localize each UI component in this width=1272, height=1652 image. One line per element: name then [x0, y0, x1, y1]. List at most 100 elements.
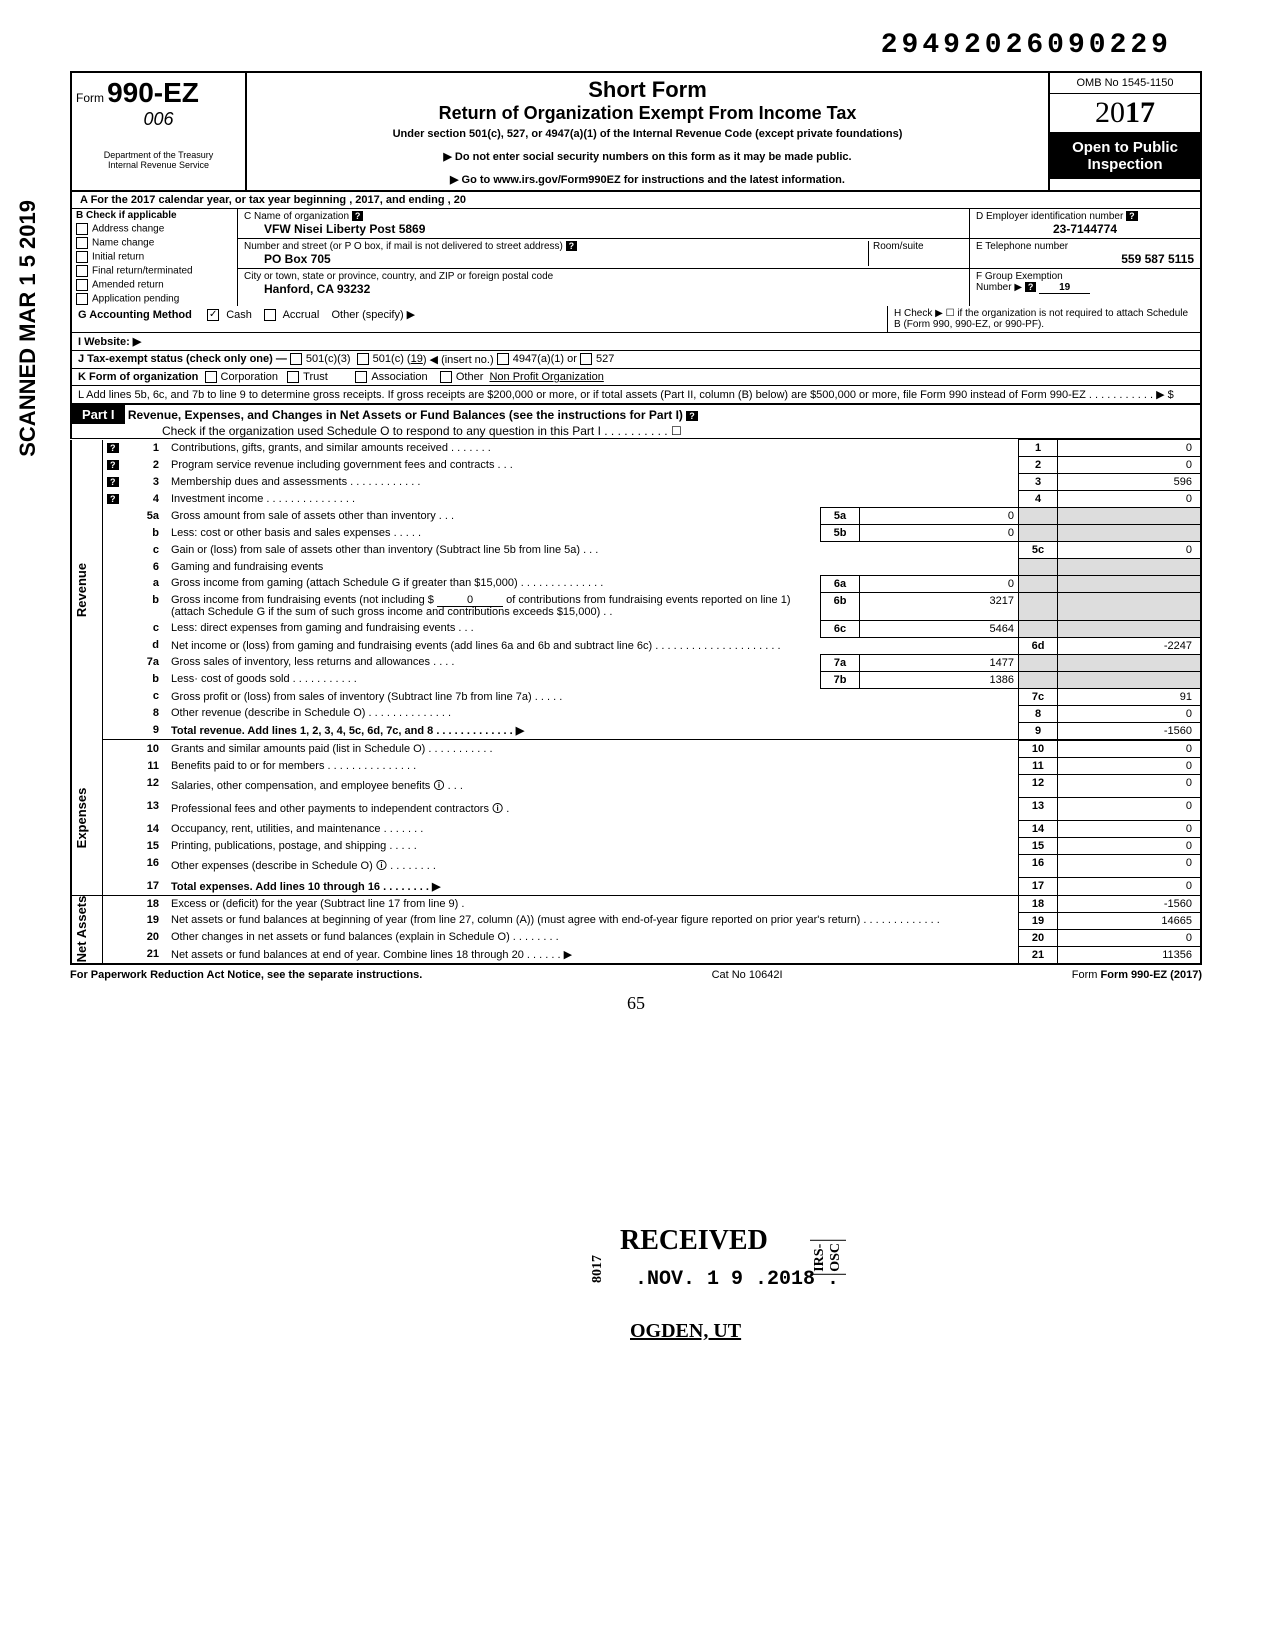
- section-k-label: K Form of organization: [78, 371, 198, 383]
- line-desc: Gross sales of inventory, less returns a…: [167, 654, 821, 671]
- line-num: 10: [125, 741, 167, 758]
- line-box-num: 19: [1019, 912, 1058, 929]
- checkbox-cash[interactable]: [207, 309, 219, 321]
- line-box-num: 6d: [1019, 637, 1058, 654]
- line-value: 0: [1058, 705, 1202, 722]
- line-box-num: 20: [1019, 929, 1058, 946]
- line-desc: Salaries, other compensation, and employ…: [167, 775, 1019, 798]
- line-num: 9: [125, 722, 167, 740]
- line-box-num: 16: [1019, 855, 1058, 878]
- line-box-num: 15: [1019, 838, 1058, 855]
- inner-box-num: 6c: [821, 620, 860, 637]
- line-num: 2: [125, 457, 167, 474]
- line-box-num: 1: [1019, 440, 1058, 457]
- help-icon: ?: [1126, 211, 1138, 221]
- checkbox-527[interactable]: [580, 353, 592, 365]
- label-corporation: Corporation: [221, 371, 278, 383]
- irs-label: Internal Revenue Service: [76, 160, 241, 170]
- line-num: 14: [125, 821, 167, 838]
- line-desc: Contributions, gifts, grants, and simila…: [167, 440, 1019, 457]
- checkbox-accrual[interactable]: [264, 309, 276, 321]
- inner-box-num: 5b: [821, 525, 860, 542]
- page-number: 65: [70, 993, 1202, 1014]
- open-public-badge: Open to Public Inspection: [1050, 133, 1200, 179]
- checkbox-final-return[interactable]: [76, 265, 88, 277]
- part1-label: Part I: [72, 405, 125, 424]
- line-desc: Net assets or fund balances at end of ye…: [167, 946, 1019, 964]
- checkbox-corporation[interactable]: [205, 371, 217, 383]
- checkbox-amended[interactable]: [76, 279, 88, 291]
- checkbox-name-change[interactable]: [76, 237, 88, 249]
- line-box-num: 11: [1019, 758, 1058, 775]
- stamp-8017: 8017: [590, 1255, 606, 1283]
- help-icon: ?: [107, 477, 119, 487]
- line-num: d: [125, 637, 167, 654]
- label-501c-post: ) ◀ (insert no.): [423, 353, 494, 366]
- line-num: 18: [125, 895, 167, 912]
- label-final-return: Final return/terminated: [92, 266, 193, 277]
- line-value: 91: [1058, 688, 1202, 705]
- inner-value: 5464: [860, 620, 1019, 637]
- help-icon: ?: [107, 443, 119, 453]
- side-label-revenue: Revenue: [74, 563, 89, 617]
- line-box-num: 4: [1019, 491, 1058, 508]
- line-value: 0: [1058, 821, 1202, 838]
- note-ssn: ▶ Do not enter social security numbers o…: [255, 150, 1040, 163]
- section-c-addr-label: Number and street (or P O box, if mail i…: [244, 241, 563, 252]
- section-l-text: L Add lines 5b, 6c, and 7b to line 9 to …: [78, 388, 1174, 401]
- checkbox-address-change[interactable]: [76, 223, 88, 235]
- checkbox-association[interactable]: [355, 371, 367, 383]
- org-address: PO Box 705: [244, 252, 868, 266]
- line-num: c: [125, 542, 167, 559]
- line-num: 1: [125, 440, 167, 457]
- footer-left: For Paperwork Reduction Act Notice, see …: [70, 969, 422, 981]
- line-desc: Investment income . . . . . . . . . . . …: [167, 491, 1019, 508]
- line-num: 11: [125, 758, 167, 775]
- group-exemption-value: 19: [1039, 282, 1090, 294]
- line-num: 5a: [125, 508, 167, 525]
- line-box-num: 12: [1019, 775, 1058, 798]
- line-desc: Net income or (loss) from gaming and fun…: [167, 637, 1019, 654]
- label-other-method: Other (specify) ▶: [332, 309, 416, 321]
- form-number: 990-EZ: [107, 77, 199, 108]
- line-desc: Less· cost of goods sold . . . . . . . .…: [167, 671, 821, 688]
- line-desc: Gross profit or (loss) from sales of inv…: [167, 688, 1019, 705]
- return-title: Return of Organization Exempt From Incom…: [255, 103, 1040, 124]
- inner-value: 3217: [860, 592, 1019, 620]
- line-value: 0: [1058, 929, 1202, 946]
- phone-value: 559 587 5115: [976, 252, 1194, 266]
- inner-value: 1477: [860, 654, 1019, 671]
- omb-number: OMB No 1545-1150: [1050, 73, 1200, 94]
- org-city: Hanford, CA 93232: [244, 282, 963, 296]
- line-value: 11356: [1058, 946, 1202, 964]
- checkbox-501c3[interactable]: [290, 353, 302, 365]
- label-501c3: 501(c)(3): [306, 353, 351, 366]
- line-num: 6: [125, 559, 167, 576]
- line-value: 0: [1058, 542, 1202, 559]
- line-value: 0: [1058, 440, 1202, 457]
- inner-value: 0: [860, 508, 1019, 525]
- side-label-expenses: Expenses: [74, 787, 89, 848]
- line-box-num: 2: [1019, 457, 1058, 474]
- checkbox-initial-return[interactable]: [76, 251, 88, 263]
- help-icon: ?: [107, 460, 119, 470]
- checkbox-pending[interactable]: [76, 293, 88, 305]
- checkbox-other-org[interactable]: [440, 371, 452, 383]
- line-box-num: 3: [1019, 474, 1058, 491]
- line-desc: Occupancy, rent, utilities, and maintena…: [167, 821, 1019, 838]
- line-desc: Grants and similar amounts paid (list in…: [167, 741, 1019, 758]
- line-desc: Benefits paid to or for members . . . . …: [167, 758, 1019, 775]
- year-suffix: 17: [1125, 96, 1155, 129]
- section-c-city-label: City or town, state or province, country…: [244, 271, 553, 282]
- inner-box-num: 6b: [821, 592, 860, 620]
- line-desc: Other revenue (describe in Schedule O) .…: [167, 705, 1019, 722]
- section-c-name-label: C Name of organization: [244, 211, 349, 222]
- checkbox-4947[interactable]: [497, 353, 509, 365]
- form-header: Form 990-EZ 006 Department of the Treasu…: [70, 71, 1202, 192]
- line-desc: Professional fees and other payments to …: [167, 798, 1019, 821]
- checkbox-501c[interactable]: [357, 353, 369, 365]
- checkbox-trust[interactable]: [287, 371, 299, 383]
- label-cash: Cash: [226, 309, 252, 321]
- page-footer: For Paperwork Reduction Act Notice, see …: [70, 965, 1202, 985]
- label-amended: Amended return: [92, 280, 164, 291]
